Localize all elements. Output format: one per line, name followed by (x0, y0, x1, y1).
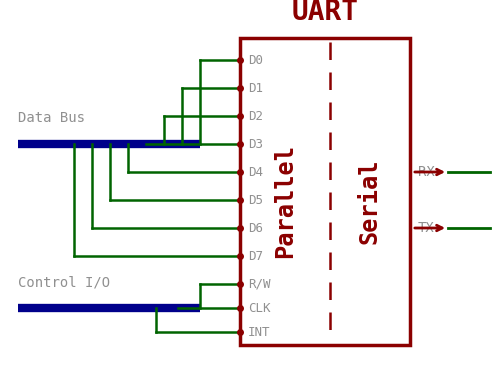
Text: INT: INT (248, 326, 270, 339)
Text: R/W: R/W (248, 277, 270, 290)
Text: D5: D5 (248, 193, 263, 206)
Text: CLK: CLK (248, 301, 270, 315)
Text: Data Bus: Data Bus (18, 111, 85, 125)
Text: D3: D3 (248, 138, 263, 150)
Text: D2: D2 (248, 109, 263, 122)
Text: D1: D1 (248, 81, 263, 95)
Bar (240, 38, 410, 345)
Text: Parallel: Parallel (273, 144, 297, 258)
Text: TX: TX (418, 221, 435, 235)
Text: Control I/O: Control I/O (18, 275, 110, 289)
Text: RX: RX (418, 165, 435, 179)
Text: UART: UART (292, 0, 358, 26)
Text: D4: D4 (248, 166, 263, 179)
Text: D7: D7 (248, 250, 263, 263)
Text: D6: D6 (248, 222, 263, 234)
Text: D0: D0 (248, 54, 263, 66)
Text: Serial: Serial (358, 159, 382, 244)
